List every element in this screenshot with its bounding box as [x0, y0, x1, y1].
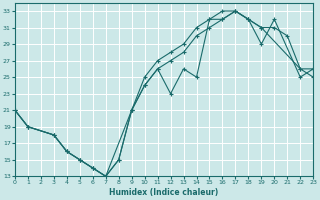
X-axis label: Humidex (Indice chaleur): Humidex (Indice chaleur): [109, 188, 219, 197]
